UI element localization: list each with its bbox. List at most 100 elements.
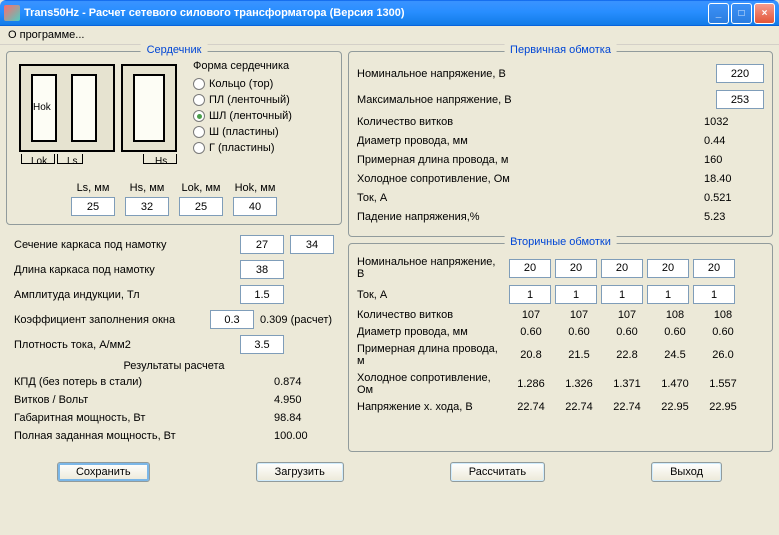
dim-input-2[interactable] (179, 197, 223, 216)
result-val-2: 98.84 (274, 412, 334, 424)
primary-val-5: 18.40 (704, 173, 764, 185)
primary-val-4: 160 (704, 154, 764, 166)
result-val-3: 100.00 (274, 430, 334, 442)
window-title: Trans50Hz - Расчет сетевого силового тра… (24, 7, 708, 19)
curr-dens-input[interactable] (240, 335, 284, 354)
core-radio-4[interactable] (193, 142, 205, 154)
calc-button[interactable]: Рассчитать (450, 462, 545, 482)
secondary-input-1-3[interactable] (647, 285, 689, 304)
fill-calc: 0.309 (расчет) (260, 314, 334, 326)
save-button[interactable]: Сохранить (57, 462, 150, 482)
results-header: Результаты расчета (14, 360, 334, 372)
secondary-val-5-1: 1.326 (557, 378, 601, 390)
core-radio-1[interactable] (193, 94, 205, 106)
maximize-button[interactable]: □ (731, 3, 752, 24)
secondary-panel: Вторичные обмотки Номинальное напряжение… (348, 243, 773, 452)
result-label-1: Витков / Вольт (14, 394, 274, 406)
frame-cs-2-input[interactable] (290, 235, 334, 254)
secondary-val-5-0: 1.286 (509, 378, 553, 390)
secondary-val-4-0: 20.8 (509, 349, 553, 361)
core-radio-2[interactable] (193, 110, 205, 122)
primary-label-3: Диаметр провода, мм (357, 135, 704, 147)
titlebar: Trans50Hz - Расчет сетевого силового тра… (0, 0, 779, 26)
secondary-val-3-3: 0.60 (653, 326, 697, 338)
result-label-3: Полная заданная мощность, Вт (14, 430, 274, 442)
core-radio-0[interactable] (193, 78, 205, 90)
secondary-val-4-4: 26.0 (701, 349, 745, 361)
core-radio-label-2: ШЛ (ленточный) (209, 110, 292, 122)
core-form-group: Форма сердечника Кольцо (тор)ПЛ (ленточн… (189, 60, 333, 176)
secondary-input-0-3[interactable] (647, 259, 689, 278)
secondary-val-6-4: 22.95 (701, 401, 745, 413)
result-val-1: 4.950 (274, 394, 334, 406)
load-button[interactable]: Загрузить (256, 462, 344, 482)
secondary-val-6-1: 22.74 (557, 401, 601, 413)
minimize-button[interactable]: _ (708, 3, 729, 24)
secondary-input-0-1[interactable] (555, 259, 597, 278)
fill-input[interactable] (210, 310, 254, 329)
secondary-input-1-2[interactable] (601, 285, 643, 304)
secondary-val-5-4: 1.557 (701, 378, 745, 390)
primary-input-1[interactable] (716, 90, 764, 109)
secondary-val-4-1: 21.5 (557, 349, 601, 361)
primary-label-1: Максимальное напряжение, В (357, 94, 716, 106)
secondary-label-1: Ток, А (357, 289, 505, 301)
dim-input-3[interactable] (233, 197, 277, 216)
secondary-val-4-3: 24.5 (653, 349, 697, 361)
exit-button[interactable]: Выход (651, 462, 722, 482)
secondary-input-1-0[interactable] (509, 285, 551, 304)
frame-len-input[interactable] (240, 260, 284, 279)
primary-label-5: Холодное сопротивление, Ом (357, 173, 704, 185)
primary-val-7: 5.23 (704, 211, 764, 223)
core-radio-3[interactable] (193, 126, 205, 138)
frame-len-label: Длина каркаса под намотку (14, 264, 234, 276)
secondary-val-6-2: 22.74 (605, 401, 649, 413)
primary-label-0: Номинальное напряжение, В (357, 68, 716, 80)
primary-panel: Первичная обмотка Номинальное напряжение… (348, 51, 773, 237)
result-label-0: КПД (без потерь в стали) (14, 376, 274, 388)
secondary-input-0-0[interactable] (509, 259, 551, 278)
result-val-0: 0.874 (274, 376, 334, 388)
primary-val-2: 1032 (704, 116, 764, 128)
core-diagram: Hok Lok Ls Hs (15, 60, 183, 176)
close-button[interactable]: × (754, 3, 775, 24)
secondary-val-2-1: 107 (557, 309, 601, 321)
secondary-val-2-2: 107 (605, 309, 649, 321)
core-radio-label-4: Г (пластины) (209, 142, 275, 154)
secondary-label-5: Холодное сопротивление, Ом (357, 372, 505, 396)
primary-input-0[interactable] (716, 64, 764, 83)
primary-label-6: Ток, А (357, 192, 704, 204)
core-form-label: Форма сердечника (193, 60, 333, 72)
app-icon (4, 5, 20, 21)
induct-label: Амплитуда индукции, Тл (14, 289, 234, 301)
menu-about[interactable]: О программе... (8, 29, 84, 41)
secondary-label-3: Диаметр провода, мм (357, 326, 505, 338)
secondary-val-3-2: 0.60 (605, 326, 649, 338)
induct-input[interactable] (240, 285, 284, 304)
secondary-val-4-2: 22.8 (605, 349, 649, 361)
dim-label-2: Lok, мм (182, 182, 221, 194)
frame-cs-1-input[interactable] (240, 235, 284, 254)
core-radio-label-1: ПЛ (ленточный) (209, 94, 290, 106)
secondary-input-1-4[interactable] (693, 285, 735, 304)
primary-label-2: Количество витков (357, 116, 704, 128)
secondary-val-3-1: 0.60 (557, 326, 601, 338)
secondary-val-3-0: 0.60 (509, 326, 553, 338)
secondary-val-2-4: 108 (701, 309, 745, 321)
button-row: Сохранить Загрузить Рассчитать Выход (0, 458, 779, 486)
dim-input-0[interactable] (71, 197, 115, 216)
secondary-val-2-0: 107 (509, 309, 553, 321)
menubar: О программе... (0, 26, 779, 45)
result-label-2: Габаритная мощность, Вт (14, 412, 274, 424)
secondary-input-0-4[interactable] (693, 259, 735, 278)
secondary-val-5-3: 1.470 (653, 378, 697, 390)
secondary-label-6: Напряжение х. хода, В (357, 401, 505, 413)
primary-val-6: 0.521 (704, 192, 764, 204)
secondary-val-6-0: 22.74 (509, 401, 553, 413)
dim-input-1[interactable] (125, 197, 169, 216)
primary-label-7: Падение напряжения,% (357, 211, 704, 223)
primary-label-4: Примерная длина провода, м (357, 154, 704, 166)
secondary-label-0: Номинальное напряжение, В (357, 256, 505, 280)
secondary-input-0-2[interactable] (601, 259, 643, 278)
secondary-input-1-1[interactable] (555, 285, 597, 304)
